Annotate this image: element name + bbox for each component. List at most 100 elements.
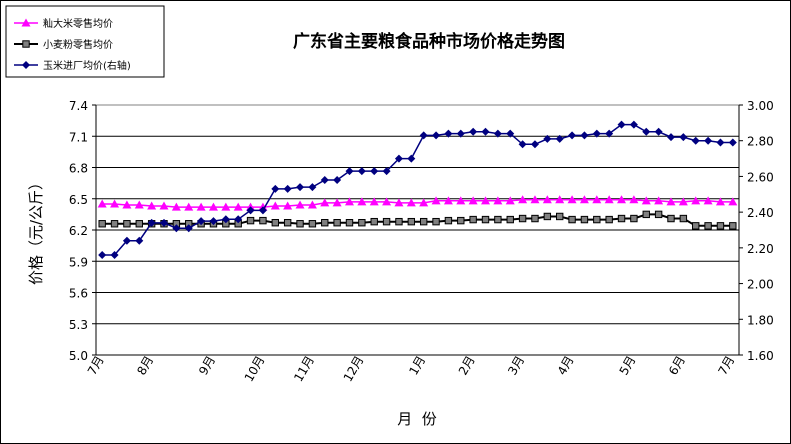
series-layer [97,120,738,259]
data-point [617,214,626,223]
gridlines [96,135,739,325]
data-point [394,198,404,207]
x-axis-label: 月 份 [397,410,437,428]
data-point [271,184,280,193]
data-point [419,198,429,207]
data-point [654,210,663,219]
y2-tick-label: 2.20 [747,242,774,256]
x-tick-label: 9月 [196,354,218,378]
x-tick-label: 7月 [85,354,107,378]
data-point [642,127,651,136]
data-point [296,183,305,192]
data-point [617,195,627,204]
series-line [102,199,733,208]
y-tick-label: 5.0 [69,349,88,363]
data-point [221,202,231,211]
data-point [567,195,577,204]
data-point [494,215,502,224]
data-point [444,216,453,225]
data-point [692,222,700,230]
data-point [703,196,713,205]
data-point [456,196,466,205]
data-point [333,176,342,184]
y-tick-label: 6.8 [69,162,88,176]
data-point [679,133,688,142]
data-point [715,197,725,206]
data-point [246,216,255,225]
y-tick-label: 5.9 [69,255,88,269]
data-point [345,219,354,227]
data-point [344,197,354,206]
data-point [432,131,441,140]
data-point [407,217,416,226]
data-point [568,131,577,140]
data-point [246,206,255,215]
data-point [320,176,329,184]
data-point [98,251,107,259]
y-tick-label: 7.4 [69,99,88,113]
data-point [431,196,441,205]
data-point [592,129,601,138]
legend-label: 玉米进厂均价(右轴) [43,59,131,72]
data-point [394,154,403,163]
data-point [419,131,428,140]
data-point [259,216,267,225]
data-point [555,195,565,204]
data-point [568,215,576,224]
y-tick-label: 5.6 [69,287,88,301]
data-point [295,200,305,209]
y-tick-label: 5.3 [69,318,88,332]
y2-axis-ticks: 3.00 2.80 2.60 2.40 2.20 2.00 1.80 1.60 [739,99,774,363]
data-point [654,127,663,136]
x-tick-label: 10月 [242,354,268,385]
data-point [678,197,688,206]
data-point [407,154,416,163]
y-axis-label: 价格（元/公斤） [27,175,45,285]
data-point [481,127,490,136]
data-point [122,236,131,245]
x-tick-label: 6月 [666,354,688,378]
data-point [605,129,614,138]
data-point [357,197,367,206]
data-point [469,215,477,224]
y2-tick-label: 2.00 [747,278,774,292]
x-tick-label: 12月 [341,354,367,385]
data-point [518,195,528,204]
data-point [270,201,280,210]
data-point [234,215,243,224]
data-point [110,199,120,208]
data-point [654,196,664,205]
data-point [716,138,725,147]
data-point [171,202,181,211]
data-point [543,212,552,221]
data-point [97,199,107,208]
legend-item: 籼大米零售均价 [14,17,113,30]
data-point [332,198,342,207]
data-point [147,218,156,227]
data-point [123,220,131,228]
y2-tick-label: 3.00 [747,99,774,113]
data-point [321,219,329,227]
data-point [382,167,391,176]
y2-tick-label: 2.40 [747,206,774,220]
data-point [283,201,293,210]
data-point [208,202,218,211]
x-tick-label: 11月 [291,354,317,385]
y-tick-label: 7.1 [69,130,88,144]
data-point [542,195,552,204]
data-point [209,217,218,226]
data-point [369,197,379,206]
data-point [444,129,453,138]
data-point [605,215,613,224]
legend-item: 玉米进厂均价(右轴) [14,59,131,72]
data-point [160,218,169,227]
y2-tick-label: 2.80 [747,135,774,149]
data-point [271,219,279,227]
series-line [102,123,733,256]
data-point [729,222,737,230]
data-point [110,220,119,228]
x-tick-label: 5月 [617,354,639,378]
data-point [704,136,713,145]
data-point [308,183,317,192]
